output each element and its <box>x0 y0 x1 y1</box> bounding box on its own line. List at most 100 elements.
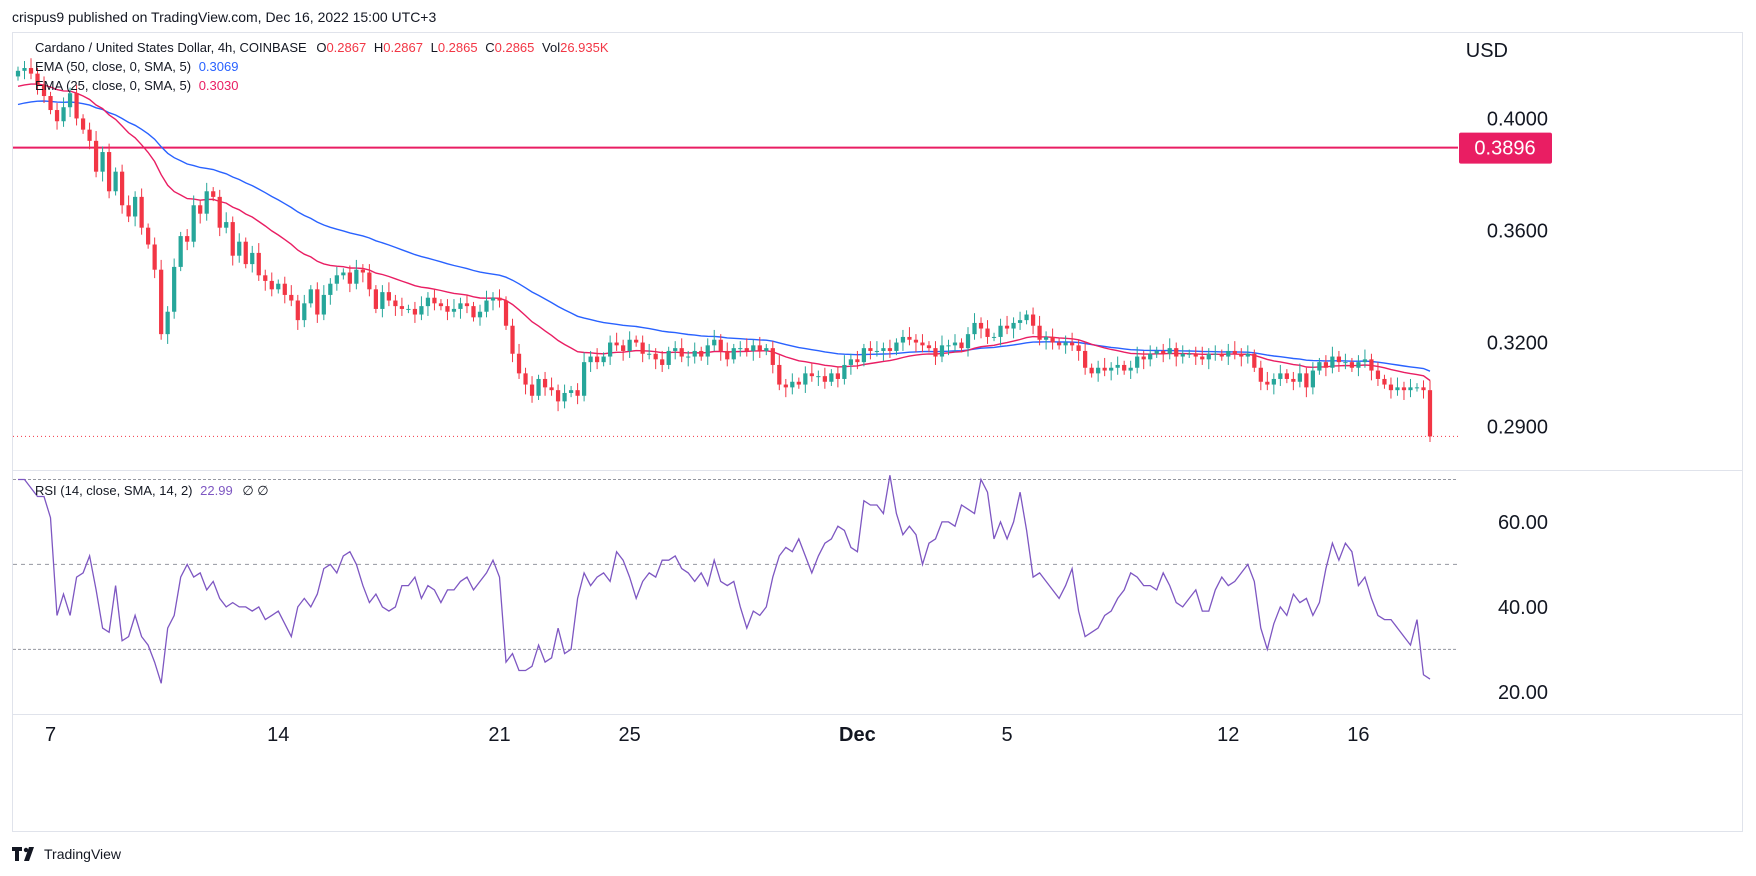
candle <box>803 366 808 393</box>
candle <box>705 338 710 365</box>
candle-body <box>634 339 639 343</box>
candle-body <box>178 236 183 267</box>
candle-body <box>516 353 522 374</box>
time-axis-tick-label: 25 <box>619 724 641 746</box>
price-axis-unit: USD <box>1466 40 1508 62</box>
candle <box>74 84 79 126</box>
candle <box>152 237 157 279</box>
candle <box>198 199 203 224</box>
candle-body <box>224 222 229 228</box>
candle-body <box>438 303 444 307</box>
candle <box>1330 346 1335 374</box>
rsi-axis-tick-label: 60.00 <box>1498 512 1548 534</box>
candle-body <box>1050 336 1055 343</box>
candle-body <box>191 205 196 242</box>
candle <box>1206 348 1211 370</box>
rsi-axis-tick-label: 40.00 <box>1498 597 1548 619</box>
candle <box>1148 345 1153 367</box>
candle <box>1115 356 1120 375</box>
candle-body <box>796 381 801 385</box>
candle-body <box>1219 353 1224 357</box>
candle <box>1252 349 1257 372</box>
tradingview-logo[interactable]: TradingView <box>12 846 121 862</box>
candle-body <box>608 342 613 357</box>
candle <box>829 369 834 386</box>
candle <box>126 195 131 223</box>
candle-body <box>1258 367 1263 382</box>
candle <box>536 374 541 400</box>
candle <box>412 301 418 323</box>
candle-body <box>790 381 795 388</box>
candle <box>1187 349 1192 358</box>
candle <box>1323 355 1329 377</box>
legend-ema50-value: 0.3069 <box>198 59 239 74</box>
candle <box>328 278 333 305</box>
time-axis-tick-label: 21 <box>488 724 510 746</box>
candle <box>93 131 99 178</box>
candle <box>1336 350 1342 372</box>
candle-body <box>842 364 847 379</box>
candle-body <box>35 73 40 85</box>
candle <box>1056 338 1062 350</box>
ema25-line <box>17 83 1431 382</box>
candle-body <box>1271 378 1276 385</box>
candle-body <box>588 356 593 363</box>
legend-rsi-label: RSI (14, close, SMA, 14, 2) <box>35 483 193 498</box>
candle <box>406 304 411 314</box>
candle <box>542 371 548 396</box>
candle <box>1180 345 1185 364</box>
candle-body <box>1200 356 1205 360</box>
legend-symbol: Cardano / United States Dollar, 4h, COIN… <box>35 40 307 55</box>
candle <box>562 384 567 409</box>
candle-body <box>185 236 190 242</box>
candle <box>243 237 248 269</box>
candle <box>835 366 840 388</box>
candle-body <box>237 241 242 256</box>
candle <box>764 343 769 356</box>
candle <box>1362 349 1368 368</box>
tradingview-logo-text: TradingView <box>44 846 122 862</box>
candle <box>1414 383 1420 392</box>
candle-body <box>451 308 457 312</box>
candle-body <box>855 359 860 363</box>
candle-body <box>621 345 626 351</box>
candle-body <box>679 348 684 357</box>
price-axis-tick-label: 0.3200 <box>1487 333 1548 355</box>
candle-body <box>93 140 99 172</box>
candle-body <box>445 306 450 312</box>
candle <box>373 285 378 314</box>
candle <box>1369 353 1374 381</box>
candle-body <box>744 348 749 351</box>
candle-body <box>1310 370 1315 388</box>
candle-body <box>595 356 600 363</box>
candle-body <box>321 294 326 315</box>
candle <box>1161 343 1166 363</box>
legend-o-label: O <box>316 40 327 55</box>
candle-body <box>334 275 339 284</box>
chart-frame[interactable]: 0.4000 0.3600 0.3200 0.2900 USD 0.3896 60.00 40… <box>12 32 1743 832</box>
candle-body <box>653 353 658 360</box>
candle <box>1070 332 1075 351</box>
candle <box>952 334 958 353</box>
legend-c-value: 0.2865 <box>494 40 535 55</box>
price-axis-tick-label: 0.3600 <box>1487 220 1548 242</box>
candle-body <box>601 356 606 363</box>
candle <box>796 377 801 389</box>
candle-body <box>803 373 808 385</box>
candle <box>380 285 385 318</box>
candle <box>1083 342 1088 375</box>
candle <box>438 299 444 311</box>
candle <box>282 276 287 304</box>
candle <box>822 367 827 389</box>
candle-body <box>627 339 632 351</box>
legend-vol-label: Vol <box>542 40 561 55</box>
candle <box>900 329 906 351</box>
candle-body <box>529 384 535 396</box>
candle <box>588 350 593 372</box>
price-axis-tick-label: 0.2900 <box>1487 417 1548 439</box>
candle <box>692 342 697 364</box>
candle-body <box>1187 353 1192 355</box>
candle <box>295 294 300 330</box>
candle-body <box>887 348 893 351</box>
candle-body <box>133 196 138 217</box>
